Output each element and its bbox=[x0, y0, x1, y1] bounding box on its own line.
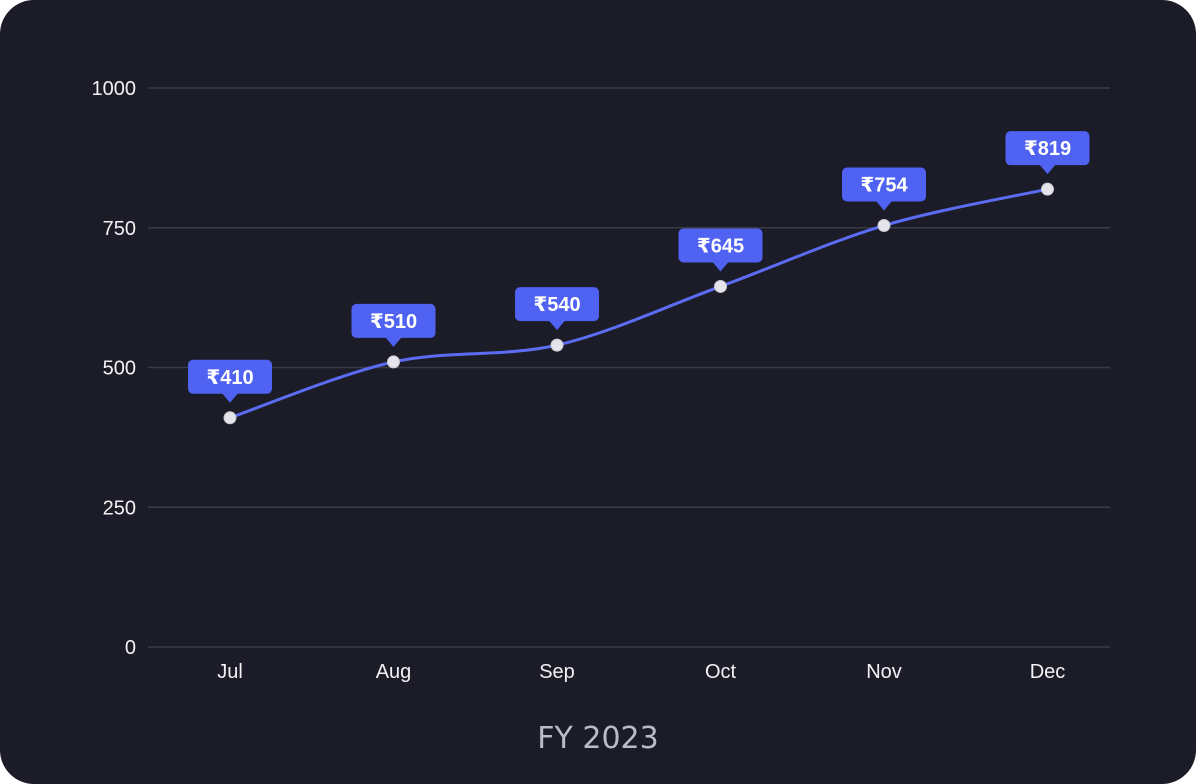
data-point bbox=[1041, 182, 1054, 196]
x-tick-label: Jul bbox=[217, 661, 243, 683]
y-tick-label: 0 bbox=[125, 637, 136, 659]
data-label-pointer bbox=[876, 201, 892, 211]
data-label-pointer bbox=[222, 393, 238, 403]
x-tick-label: Dec bbox=[1030, 661, 1066, 683]
x-axis-title: FY 2023 bbox=[537, 721, 658, 756]
data-label-text: ₹754 bbox=[860, 175, 908, 197]
y-axis-ticks: 0 250 500 750 1000 bbox=[92, 78, 137, 659]
data-points bbox=[223, 182, 1054, 425]
data-label: ₹819 bbox=[1005, 131, 1090, 175]
data-label: ₹510 bbox=[351, 303, 436, 347]
data-point bbox=[714, 279, 727, 293]
data-label-pointer bbox=[549, 320, 565, 331]
x-tick-label: Nov bbox=[866, 661, 902, 683]
y-tick-label: 750 bbox=[103, 218, 136, 240]
data-label-pointer bbox=[712, 261, 729, 272]
data-label: ₹540 bbox=[515, 287, 599, 331]
data-label-pointer bbox=[1039, 164, 1056, 175]
data-label-pointer bbox=[385, 337, 402, 347]
y-tick-label: 500 bbox=[103, 358, 136, 380]
x-tick-label: Aug bbox=[376, 661, 412, 683]
data-label-box bbox=[351, 303, 436, 338]
x-axis-ticks: Jul Aug Sep Oct Nov Dec bbox=[217, 661, 1065, 683]
data-label-box bbox=[515, 287, 599, 322]
y-tick-label: 250 bbox=[103, 497, 136, 519]
data-point bbox=[223, 411, 237, 425]
data-label-box bbox=[1005, 131, 1090, 166]
data-point bbox=[877, 219, 891, 233]
data-label: ₹410 bbox=[188, 359, 272, 403]
data-label-text: ₹540 bbox=[533, 294, 580, 316]
data-label: ₹754 bbox=[842, 167, 926, 211]
data-label-text: ₹410 bbox=[206, 367, 253, 389]
data-labels: ₹410 ₹510 ₹540 ₹645 ₹754 ₹819 bbox=[188, 131, 1090, 403]
y-tick-label: 1000 bbox=[92, 78, 137, 100]
data-label-box bbox=[678, 228, 763, 263]
data-label-text: ₹510 bbox=[370, 311, 417, 333]
data-label-box bbox=[842, 167, 926, 202]
x-tick-label: Sep bbox=[539, 661, 575, 683]
series-line bbox=[228, 187, 1049, 420]
data-label-text: ₹819 bbox=[1024, 138, 1071, 160]
data-point bbox=[550, 338, 564, 352]
data-label-box bbox=[188, 359, 272, 394]
data-label: ₹645 bbox=[678, 228, 763, 272]
data-label-text: ₹645 bbox=[697, 235, 744, 257]
grid-lines bbox=[148, 87, 1110, 648]
data-point bbox=[387, 355, 400, 369]
x-tick-label: Oct bbox=[705, 661, 737, 683]
